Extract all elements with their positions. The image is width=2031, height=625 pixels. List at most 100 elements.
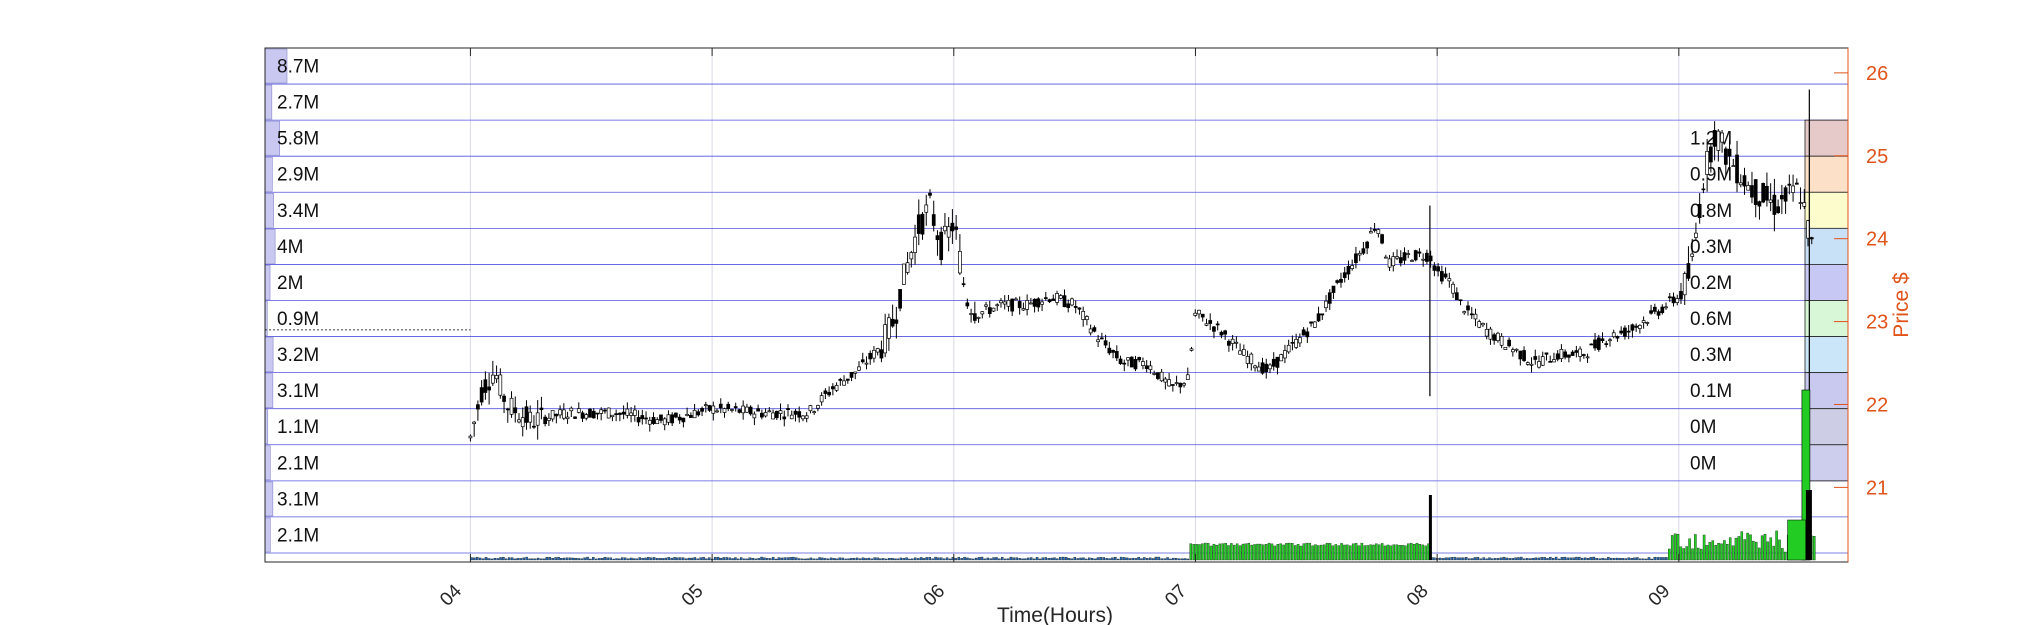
candle-body: [621, 411, 626, 415]
volume-bar: [1589, 557, 1593, 561]
candle-body: [1219, 331, 1224, 336]
candle-body: [1410, 260, 1414, 262]
volume-bar: [1688, 538, 1691, 561]
candle-body: [1761, 183, 1766, 203]
volume-bar: [824, 558, 827, 561]
volume-bar: [557, 557, 560, 561]
volume-bar: [484, 557, 488, 561]
volume-bar: [1105, 558, 1108, 561]
volume-bar: [1641, 558, 1645, 561]
volume-bar: [702, 556, 705, 561]
volume-bar: [1244, 543, 1248, 561]
volume-bar: [1723, 540, 1726, 561]
candle-body: [532, 425, 536, 428]
volume-bar: [1665, 557, 1668, 561]
left-volume-bar: [264, 265, 271, 300]
volume-bar: [1737, 536, 1741, 561]
volume-bar: [1746, 532, 1749, 561]
candle-body: [655, 419, 660, 425]
volume-bar: [1644, 558, 1648, 561]
candle-body: [726, 403, 731, 410]
candle-body: [782, 416, 787, 420]
volume-bar: [1520, 556, 1523, 561]
volume-bar: [1119, 556, 1123, 561]
volume-bar: [1076, 558, 1079, 561]
candle-body: [793, 410, 798, 415]
volume-bar: [1699, 548, 1703, 561]
candle-body: [1290, 341, 1295, 344]
right-volume-box: [1804, 155, 1849, 193]
candle-body: [823, 390, 828, 394]
candle-body: [972, 313, 977, 321]
volume-bar: [1618, 558, 1622, 561]
volume-bar: [1769, 537, 1773, 561]
volume-bar: [571, 557, 575, 561]
candle-body: [1578, 348, 1582, 357]
candle-body: [696, 411, 701, 416]
volume-bar: [1496, 558, 1500, 561]
candle-body: [1163, 378, 1168, 383]
volume-bar: [635, 558, 639, 561]
volume-bar: [1691, 548, 1694, 561]
candle-body: [756, 408, 760, 412]
candle-body: [1156, 372, 1160, 379]
volume-bar: [882, 558, 885, 561]
candle-body: [1073, 306, 1078, 308]
candle-body: [618, 412, 622, 415]
volume-bar: [1409, 543, 1413, 561]
right-volume-label: 0.3M: [1690, 345, 1732, 366]
candle-body: [1596, 337, 1601, 350]
volume-bar: [1024, 558, 1027, 561]
volume-bar: [905, 557, 908, 561]
volume-bar: [1639, 558, 1642, 561]
candle-body: [1623, 327, 1627, 337]
candle-body: [819, 395, 824, 403]
volume-bar: [1517, 557, 1520, 561]
volume-bar: [655, 558, 659, 561]
volume-bar: [1734, 537, 1738, 561]
volume-bar: [615, 558, 618, 561]
volume-bar: [812, 558, 815, 561]
volume-bar: [1337, 545, 1340, 561]
y-tick-label: 22: [1866, 394, 1888, 416]
volume-bar: [1175, 558, 1178, 561]
candle-body: [1652, 306, 1657, 312]
volume-bar: [1549, 556, 1552, 561]
candle-body: [1809, 237, 1814, 240]
volume-bar: [800, 558, 804, 561]
volume-bar: [1117, 558, 1120, 561]
volume-bar: [928, 557, 932, 561]
candle-body: [1331, 285, 1336, 293]
volume-bar: [1264, 544, 1268, 561]
volume-bar: [1369, 544, 1372, 561]
volume-bar: [1726, 544, 1729, 561]
candle-body: [1215, 323, 1220, 326]
left-volume-label: 1.1M: [277, 417, 319, 438]
volume-bar: [1592, 556, 1596, 561]
candle-body: [991, 307, 996, 312]
volume-bar: [1491, 558, 1494, 561]
volume-bar: [838, 557, 842, 561]
candle-body: [1275, 356, 1280, 368]
candle-body: [1559, 349, 1564, 359]
candle-body: [662, 418, 667, 426]
candle-body: [1712, 129, 1717, 147]
candle-body: [1690, 253, 1695, 257]
candle-body: [588, 408, 592, 418]
volume-bar: [1395, 544, 1398, 561]
volume-bar: [1418, 544, 1422, 561]
volume-bar: [1082, 557, 1085, 561]
candle-body: [1380, 234, 1384, 244]
volume-bar: [580, 558, 583, 561]
volume-bar: [737, 558, 740, 561]
candle-body: [1425, 252, 1429, 262]
candle-body: [1544, 352, 1549, 355]
candle-body: [1062, 295, 1067, 308]
volume-bar: [916, 558, 920, 561]
volume-bar: [879, 558, 882, 561]
candle-body: [576, 408, 581, 413]
volume-bar: [690, 557, 694, 561]
candle-body: [1114, 351, 1119, 359]
candle-body: [1398, 257, 1403, 264]
candle-body: [614, 413, 618, 415]
